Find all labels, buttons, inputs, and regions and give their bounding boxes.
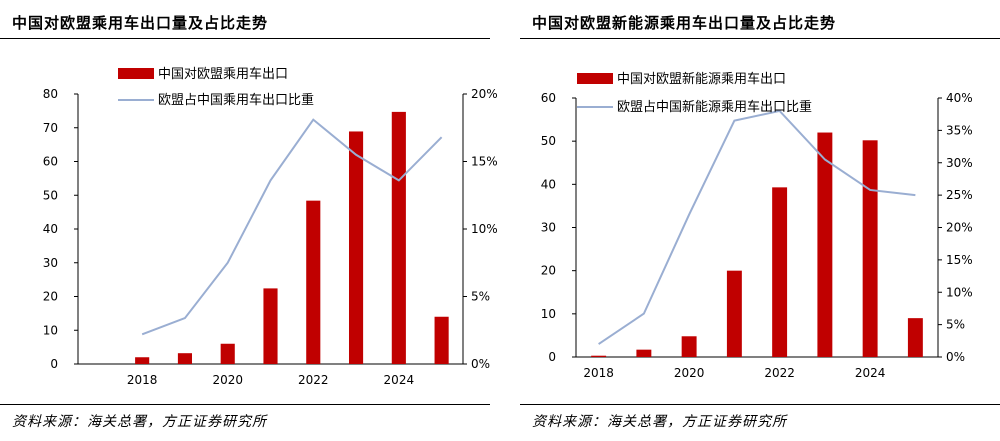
right-tick-label: 5% [471,290,490,304]
bar-5 [817,132,833,357]
legend-bar-swatch [577,73,613,84]
legend-bar-label: 中国对欧盟乘用车出口 [158,66,288,82]
x-tick-label: 2024 [384,373,415,387]
left-tick-label: 50 [541,134,556,148]
chart-title: 中国对欧盟新能源乘用车出口量及占比走势 [532,14,837,32]
bar-4 [306,200,321,364]
x-tick-label: 2018 [127,373,158,387]
x-tick-label: 2024 [855,366,886,380]
bar-line-chart: 0 10 20 30 40 50 60 0% 5% 10% 15% 20% 25% 30% 35% 40% 20… [541,71,973,380]
bar-0 [591,355,607,357]
right-tick-label: 5% [946,318,965,332]
title-rule [0,38,490,39]
left-tick-label: 10 [541,307,556,321]
right-tick-label: 15% [471,155,498,169]
left-tick-label: 80 [43,87,58,101]
bar-2 [681,336,697,357]
right-tick-label: 0% [471,357,490,371]
bar-3 [726,270,742,357]
chart-title: 中国对欧盟乘用车出口量及占比走势 [12,14,269,32]
left-tick-label: 50 [43,188,58,202]
title-rule [520,38,1000,39]
bar-6 [862,140,878,357]
bar-7 [907,318,923,357]
bar-4 [772,187,788,357]
bar-0 [135,357,150,364]
source-note: 资料来源：海关总署，方正证券研究所 [12,414,267,430]
legend-line-label: 欧盟占中国新能源乘用车出口比重 [617,99,812,115]
bar-2 [220,343,235,364]
left-tick-label: 30 [43,256,58,270]
legend-bar-label: 中国对欧盟新能源乘用车出口 [617,71,786,87]
bar-1 [177,353,193,364]
right-tick-label: 15% [946,253,973,267]
left-tick-label: 0 [548,350,556,364]
legend-bar-swatch [118,68,154,79]
right-tick-label: 0% [946,350,965,364]
left-tick-label: 30 [541,221,556,235]
left-tick-label: 20 [43,290,58,304]
bar-line-chart: 0 10 20 30 40 50 60 70 80 0% 5% 10% 15% 20% 2018 2020 20… [43,66,498,387]
bar-1 [636,349,652,357]
right-tick-label: 30% [946,156,973,170]
left-tick-label: 40 [541,177,556,191]
chart-panel-right: 中国对欧盟新能源乘用车出口量及占比走势 0 10 20 30 40 50 60 0% 5% 10%… [520,0,1000,441]
left-tick-label: 10 [43,323,58,337]
bar-7 [434,316,449,364]
legend-line-label: 欧盟占中国乘用车出口比重 [158,92,314,108]
x-tick-label: 2020 [212,373,243,387]
right-tick-label: 35% [946,123,973,137]
left-tick-label: 70 [43,121,58,135]
bar-6 [391,111,406,364]
chart-panel-left: 中国对欧盟乘用车出口量及占比走势 0 10 20 30 40 50 60 70 80 0% 5% 10… [0,0,498,441]
bar-5 [348,131,364,364]
bar-3 [263,288,278,364]
right-tick-label: 10% [471,222,498,236]
source-rule [520,404,1000,405]
right-tick-label: 40% [946,91,973,105]
right-tick-label: 20% [946,221,973,235]
left-tick-label: 20 [541,264,556,278]
x-tick-label: 2018 [583,366,614,380]
source-note: 资料来源：海关总署，方正证券研究所 [532,414,787,430]
x-tick-label: 2022 [298,373,329,387]
left-tick-label: 60 [541,91,556,105]
right-tick-label: 25% [946,188,973,202]
left-tick-label: 40 [43,222,58,236]
left-tick-label: 60 [43,155,58,169]
share-line [141,118,443,336]
right-tick-label: 10% [946,285,973,299]
left-tick-label: 0 [50,357,58,371]
x-tick-label: 2022 [764,366,795,380]
x-tick-label: 2020 [674,366,705,380]
right-tick-label: 20% [471,87,498,101]
share-line [598,109,916,345]
source-rule [0,404,490,405]
